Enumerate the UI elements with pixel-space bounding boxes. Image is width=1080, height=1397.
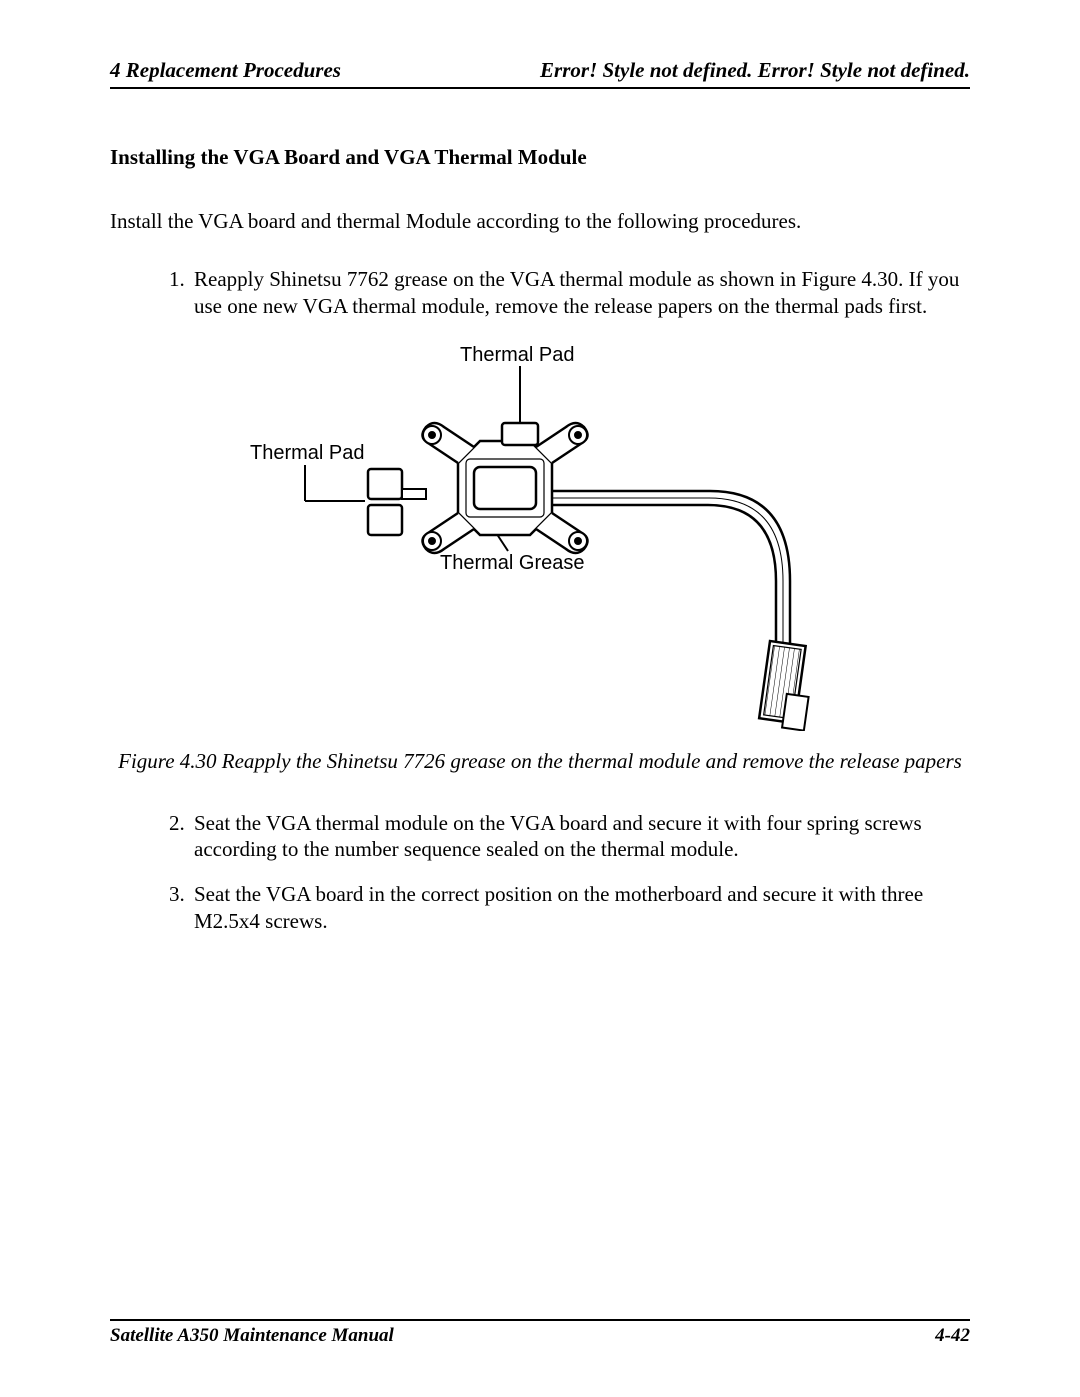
step-3: Seat the VGA board in the correct positi… xyxy=(190,881,970,935)
footer-right: 4-42 xyxy=(935,1325,970,1347)
page-footer: Satellite A350 Maintenance Manual 4-42 xyxy=(110,1319,970,1347)
figure-4-30: Thermal Pad Thermal Pad Thermal Grease xyxy=(110,341,970,736)
label-thermal-pad-left: Thermal Pad xyxy=(250,442,365,464)
intro-paragraph: Install the VGA board and thermal Module… xyxy=(110,208,970,234)
steps-list: Reapply Shinetsu 7762 grease on the VGA … xyxy=(110,266,970,320)
header-left: 4 Replacement Procedures xyxy=(110,58,341,83)
step-2: Seat the VGA thermal module on the VGA b… xyxy=(190,810,970,864)
page-header: 4 Replacement Procedures Error! Style no… xyxy=(110,58,970,89)
step-1: Reapply Shinetsu 7762 grease on the VGA … xyxy=(190,266,970,320)
figure-caption: Figure 4.30 Reapply the Shinetsu 7726 gr… xyxy=(110,746,970,778)
page: 4 Replacement Procedures Error! Style no… xyxy=(0,0,1080,1397)
thermal-module-diagram: Thermal Pad Thermal Pad Thermal Grease xyxy=(230,341,850,731)
steps-list-cont: Seat the VGA thermal module on the VGA b… xyxy=(110,810,970,936)
header-right: Error! Style not defined. Error! Style n… xyxy=(540,58,970,83)
label-thermal-grease: Thermal Grease xyxy=(440,552,585,574)
section-title: Installing the VGA Board and VGA Thermal… xyxy=(110,145,970,170)
footer-left: Satellite A350 Maintenance Manual xyxy=(110,1325,394,1347)
label-thermal-pad-top: Thermal Pad xyxy=(460,344,575,366)
